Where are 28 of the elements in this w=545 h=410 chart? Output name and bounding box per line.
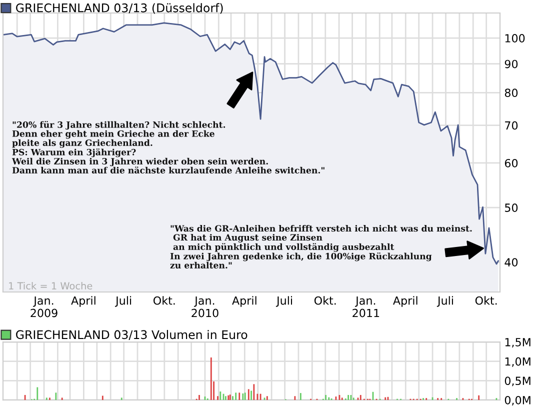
x-tick-label: Okt. bbox=[153, 296, 175, 305]
annotation: "20% für 3 Jahre stillhalten? Nicht schlecht. Denn eher geht mein Grieche an der Ecke pleite als ganz Griechenland. PS: Warum ein 3jähriger? Weil die Zinsen in 3 Jahren wieder oben sein werden. Dann kann man auf die nächste kurzlaufende Anleihe switchen." bbox=[12, 121, 324, 174]
y-tick-label: 90 bbox=[504, 60, 518, 68]
y-tick-label: 100 bbox=[505, 34, 525, 42]
x-tick-label: Okt. bbox=[475, 296, 497, 305]
x-tick-label: Okt. bbox=[314, 296, 336, 305]
x-tick-label: Juli bbox=[276, 296, 292, 307]
x-tick-label: April bbox=[232, 296, 256, 307]
x-tick-label: Juli bbox=[115, 296, 132, 307]
y-tick-label: 40 bbox=[504, 258, 518, 267]
x-tick-label: Jan. 2010 bbox=[192, 296, 218, 318]
y-tick-label: 1,0M bbox=[505, 357, 530, 367]
x-tick-label: April bbox=[393, 296, 418, 307]
x-tick-label: Juli bbox=[436, 296, 453, 307]
y-tick-label: 1,5M bbox=[505, 338, 530, 348]
x-tick-label: Jan. 2009 bbox=[30, 296, 58, 318]
x-tick-label: Jan. 2011 bbox=[352, 296, 380, 318]
annotation: 1 Tick = 1 Woche bbox=[9, 282, 92, 290]
annotation: "Was die GR-Anleihen befrifft versteh ich nicht was du meinst. GR hat im August seine Zinsen an mich pünktlich und vollständig ausbezahlt In zwei Jahren gedenke ich, die 100%ige Rückzahlung zu erhalten." bbox=[170, 225, 472, 269]
y-tick-label: 60 bbox=[504, 158, 518, 168]
y-tick-label: 80 bbox=[504, 88, 518, 98]
legend-label: GRIECHENLAND 03/13 Volumen in Euro bbox=[16, 330, 248, 340]
y-tick-label: 50 bbox=[505, 204, 518, 212]
legend-label: GRIECHENLAND 03/13 (Düsseldorf) bbox=[16, 3, 223, 14]
y-tick-label: 70 bbox=[505, 121, 518, 130]
x-tick-label: April bbox=[71, 296, 96, 307]
y-tick-label: 0,0M bbox=[504, 396, 530, 406]
y-tick-label: 0,5M bbox=[504, 376, 530, 386]
